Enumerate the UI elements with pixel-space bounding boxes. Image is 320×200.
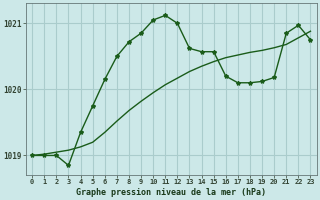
X-axis label: Graphe pression niveau de la mer (hPa): Graphe pression niveau de la mer (hPa): [76, 188, 266, 197]
